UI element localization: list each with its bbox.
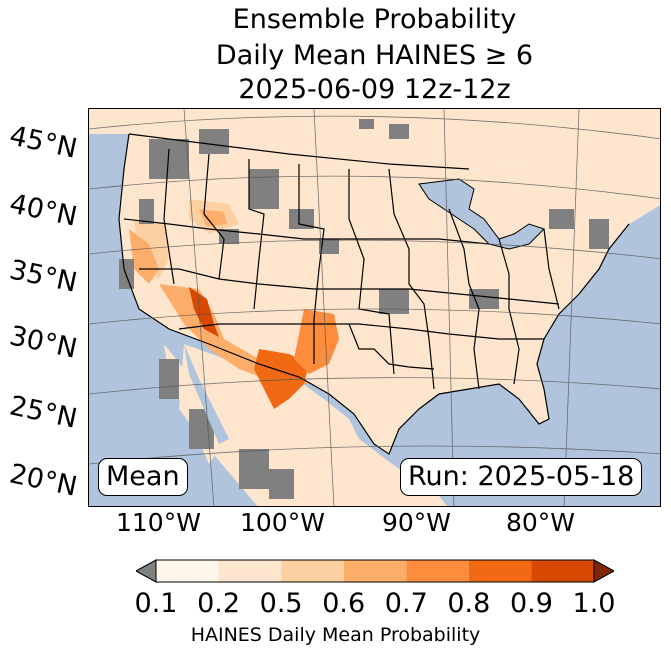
gulf-of-california	[184, 344, 229, 444]
colorbar-under-arrow	[136, 559, 157, 583]
colorbar-tick-label: 0.6	[322, 588, 366, 619]
mean-badge: Mean	[98, 458, 188, 496]
colorbar-tick-label: 0.7	[384, 588, 428, 619]
usa-land	[119, 134, 629, 454]
lat-label-35: 35°N	[6, 254, 80, 299]
lon-label-110: 110°W	[116, 508, 201, 537]
colorbar-label: HAINES Daily Mean Probability	[190, 624, 481, 646]
graticule	[89, 109, 660, 506]
run-date-badge: Run: 2025-05-18	[400, 458, 643, 496]
colorbar-segment	[343, 560, 407, 582]
lon-label-80: 80°W	[506, 508, 576, 537]
chart-title-line-1: Ensemble Probability	[232, 4, 517, 35]
prob-area-california	[129, 229, 159, 284]
colorbar-segment	[218, 560, 282, 582]
lon-label-100: 100°W	[240, 508, 325, 537]
chart-title-line-3: 2025-06-09 12z-12z	[238, 74, 511, 105]
colorbar-tick-label: 0.5	[259, 588, 303, 619]
prob-area-idaho-core	[199, 209, 227, 227]
masked-areas	[119, 119, 609, 499]
colorbar	[136, 559, 614, 583]
colorbar-segment	[281, 560, 344, 582]
lat-label-40: 40°N	[6, 188, 80, 233]
prob-area-texas-west	[254, 349, 309, 409]
lon-label-90: 90°W	[382, 508, 452, 537]
colorbar-segment	[156, 560, 219, 582]
colorbar-segment	[531, 560, 594, 582]
colorbar-tick-label: 0.8	[447, 588, 491, 619]
colorbar-segment	[406, 560, 469, 582]
lat-label-25: 25°N	[6, 390, 80, 435]
chart-title-line-2: Daily Mean HAINES ≥ 6	[215, 40, 534, 71]
prob-area-nm	[294, 309, 339, 374]
map-panel	[88, 108, 661, 507]
colorbar-over-arrow	[593, 559, 614, 583]
lat-label-20: 20°N	[6, 458, 80, 503]
canada-land	[89, 109, 660, 224]
map-canvas	[89, 109, 660, 506]
colorbar-tick-label: 0.2	[197, 588, 241, 619]
colorbar-tick-label: 0.9	[509, 588, 553, 619]
colorbar-segment	[468, 560, 532, 582]
colorbar-tick-label: 0.1	[134, 588, 178, 619]
lat-label-30: 30°N	[6, 320, 80, 365]
lat-label-45: 45°N	[6, 120, 80, 165]
colorbar-tick-label: 1.0	[572, 588, 616, 619]
state-borders	[118, 133, 630, 455]
